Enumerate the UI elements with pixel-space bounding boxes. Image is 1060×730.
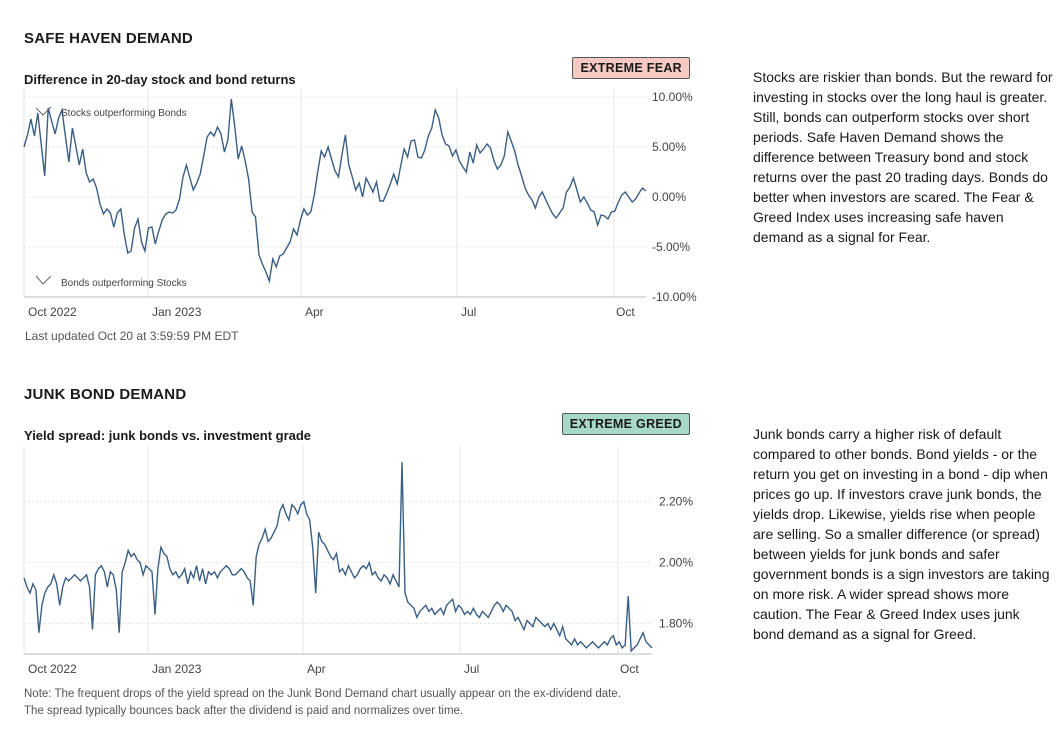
- c1-x-tick-label: Oct: [616, 305, 635, 319]
- c1-x-tick-label: Apr: [305, 305, 324, 319]
- safe-haven-chart: 10.00% 5.00% 0.00% -5.00% -10.00% Oct 2022 Ja…: [23, 88, 697, 319]
- junk-bond-series-line: [23, 462, 653, 653]
- bonds-outperforming-annotation: Bonds outperforming Stocks: [61, 278, 187, 289]
- extreme-greed-badge: EXTREME GREED: [561, 413, 690, 435]
- c1-x-tick-label: Oct 2022: [28, 305, 77, 319]
- c2-y-tick-label: 2.20%: [659, 495, 693, 509]
- c1-x-tick-label: Jan 2023: [152, 305, 202, 319]
- safe-haven-chart-title: Difference in 20-day stock and bond retu…: [24, 72, 296, 87]
- extreme-fear-badge: EXTREME FEAR: [572, 57, 690, 79]
- c2-x-tick-label: Oct 2022: [28, 662, 77, 676]
- c2-y-tick-label: 2.00%: [659, 556, 693, 570]
- safe-haven-series-line: [23, 98, 647, 284]
- junk-bond-chart: 2.20% 2.00% 1.80% Oct 2022 Jan 2023 Apr Jul Oc…: [23, 446, 693, 676]
- c1-y-tick-label: -10.00%: [652, 290, 697, 304]
- c2-x-tick-label: Jul: [464, 662, 479, 676]
- safe-haven-description: Stocks are riskier than bonds. But the r…: [753, 69, 1053, 245]
- c2-y-tick-label: 1.80%: [659, 617, 693, 631]
- c2-x-tick-label: Jan 2023: [152, 662, 202, 676]
- junk-bond-description: Junk bonds carry a higher risk of defaul…: [753, 426, 1050, 642]
- junk-bond-section-title: JUNK BOND DEMAND: [24, 386, 187, 403]
- junk-bond-chart-title: Yield spread: junk bonds vs. investment …: [24, 428, 312, 443]
- safe-haven-section-title: SAFE HAVEN DEMAND: [24, 30, 193, 47]
- note-line-1: Note: The frequent drops of the yield sp…: [24, 688, 621, 700]
- c1-y-tick-label: -5.00%: [652, 240, 690, 254]
- c2-x-tick-label: Oct: [620, 662, 639, 676]
- stocks-outperforming-annotation: Stocks outperforming Bonds: [61, 108, 187, 119]
- chevron-up-icon: [35, 106, 52, 116]
- c1-x-tick-label: Jul: [461, 305, 476, 319]
- c2-x-tick-label: Apr: [307, 662, 326, 676]
- note-line-2: The spread typically bounces back after …: [24, 705, 464, 717]
- last-updated: Last updated Oct 20 at 3:59:59 PM EDT: [25, 329, 239, 343]
- chevron-down-icon: [35, 275, 52, 285]
- c1-y-tick-label: 5.00%: [652, 140, 686, 154]
- junk-bond-note: Note: The frequent drops of the yield sp…: [24, 686, 621, 720]
- c1-y-tick-label: 0.00%: [652, 190, 686, 204]
- c1-y-tick-label: 10.00%: [652, 90, 693, 104]
